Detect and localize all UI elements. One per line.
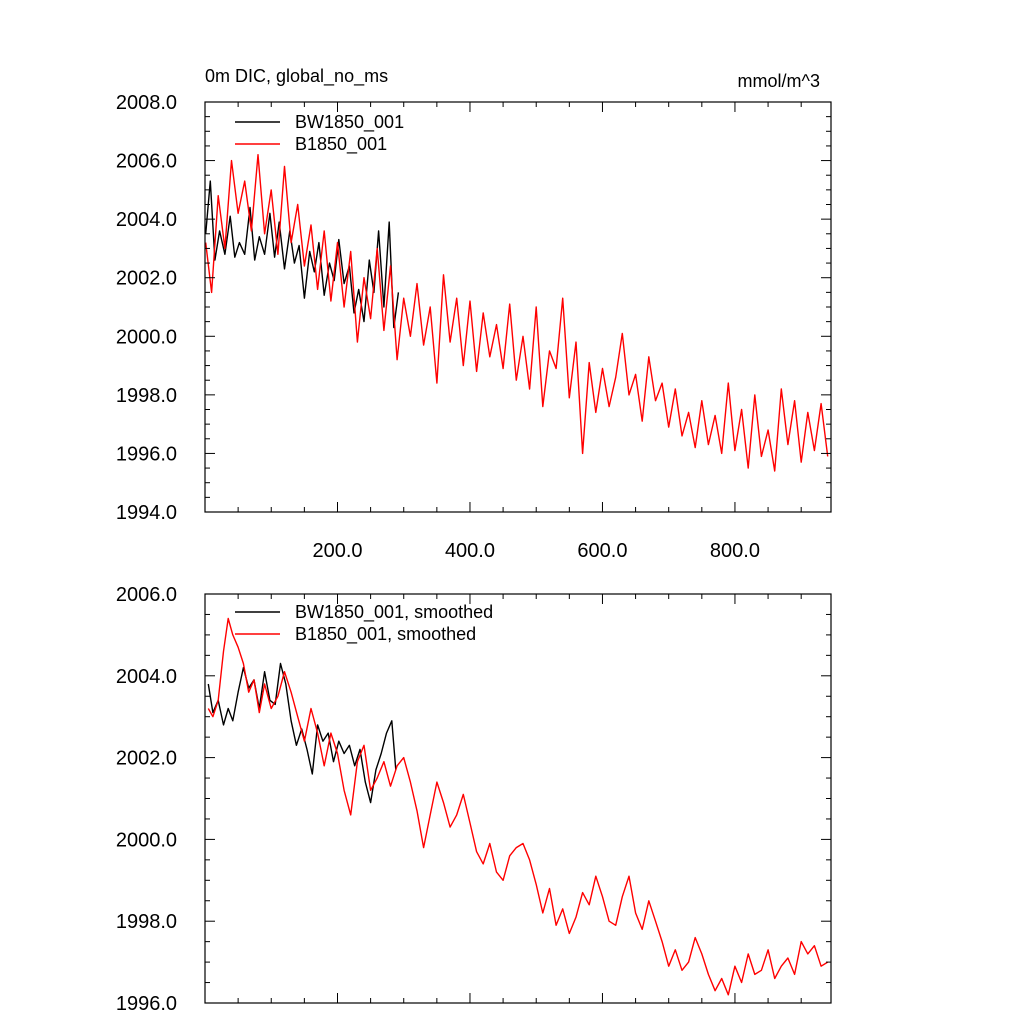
- x-tick-label: 600.0: [577, 540, 627, 562]
- plot-frame: [204, 101, 832, 513]
- y-tick-label: 2002.0: [116, 268, 177, 290]
- top-title: 0m DIC, global_no_ms: [205, 66, 388, 87]
- legend-label-bw1850-smoothed: BW1850_001, smoothed: [295, 602, 493, 623]
- top-legend: BW1850_001 B1850_001: [235, 112, 404, 155]
- y-tick-label: 2004.0: [116, 666, 177, 688]
- top-units-label: mmol/m^3: [738, 71, 820, 91]
- y-tick-label: 2004.0: [116, 209, 177, 231]
- legend-label-bw1850: BW1850_001: [295, 112, 404, 133]
- series-line-b1850-001-smoothed: [207, 617, 829, 996]
- bottom-chart-panel: 1996.0 1998.0 2000.0 2002.0 2004.0 2006.0: [116, 584, 832, 1015]
- y-tick-label: 1996.0: [116, 993, 177, 1015]
- bottom-legend: BW1850_001, smoothed B1850_001, smoothed: [235, 602, 493, 645]
- legend-label-b1850: B1850_001: [295, 134, 387, 155]
- series-line-b1850-001: [205, 153, 829, 472]
- y-tick-label: 2000.0: [116, 326, 177, 348]
- y-tick-label: 2006.0: [116, 584, 177, 606]
- y-tick-label: 1996.0: [116, 443, 177, 465]
- x-tick-label: 800.0: [710, 540, 760, 562]
- y-tick-label: 2006.0: [116, 151, 177, 173]
- y-tick-label: 1994.0: [116, 502, 177, 524]
- x-tick-label: 400.0: [445, 540, 495, 562]
- y-tick-label: 1998.0: [116, 385, 177, 407]
- y-tick-label: 2008.0: [116, 92, 177, 114]
- top-chart-panel: 1994.0 1996.0 1998.0 2000.0 2002.0 2004.0 2006…: [116, 92, 832, 562]
- y-tick-label: 1998.0: [116, 911, 177, 933]
- y-tick-label: 2002.0: [116, 748, 177, 770]
- y-tick-label: 2000.0: [116, 829, 177, 851]
- x-tick-label: 200.0: [312, 540, 362, 562]
- plot-frame: [204, 593, 832, 1004]
- series-line-bw1850-001: [205, 180, 400, 329]
- legend-label-b1850-smoothed: B1850_001, smoothed: [295, 624, 476, 645]
